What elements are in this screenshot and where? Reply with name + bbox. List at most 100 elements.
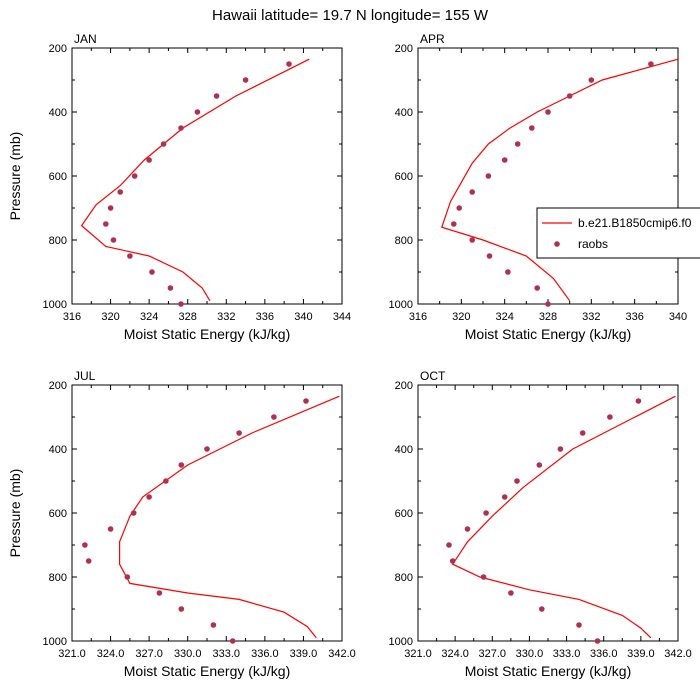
plot-frame [71,47,343,305]
model-line [119,395,340,639]
raobs-point [229,638,236,644]
x-tick-label: 324 [495,311,513,323]
y-tick-label: 800 [395,572,413,584]
panel-jul: JUL 321.0 324.0 327.0 330.0 333.0 336.0 339.0 34… [7,369,356,679]
x-tick-label: 342.0 [328,648,356,660]
y-tick-label: 600 [49,171,67,183]
x-tick-label: 336.0 [251,648,279,660]
raobs-point [566,93,573,99]
y-tick-label: 600 [395,508,413,520]
x-tick-label: 324 [140,311,158,323]
raobs-point [557,446,564,452]
raobs-point [117,189,123,195]
legend: b.e21.B1850cmip6.f0 raobs [536,207,700,259]
x-tick-label: 324.0 [97,648,125,660]
raobs-point [178,125,184,131]
raobs-point [163,478,169,484]
y-tick-label: 400 [395,444,413,456]
x-tick-label: 332 [582,311,600,323]
x-tick-label: 316 [63,311,81,323]
figure-title: Hawaii latitude= 19.7 N longitude= 155 W [212,7,489,24]
y-tick-label: 800 [49,235,67,247]
x-tick-label: 340 [294,311,312,323]
raobs-point [545,301,551,307]
raobs-point [594,638,601,644]
raobs-point [539,606,545,612]
x-tick-label: 321.0 [404,648,432,660]
x-tick-label: 327.0 [135,648,163,660]
x-tick-label: 324.0 [441,648,469,660]
x-tick-label: 330.0 [516,648,544,660]
panel-oct: OCT 321.0 324.0 327.0 330.0 333.0 336.0 339.0 34… [389,369,692,679]
y-tick-label: 400 [395,107,413,119]
y-tick-label: 200 [49,380,67,392]
x-tick-label: 327.0 [479,648,507,660]
y-tick-label: 400 [49,444,67,456]
x-axis-label: Moist Static Energy (kJ/kg) [465,663,632,679]
x-tick-label: 328 [179,311,197,323]
legend-dot-swatch [554,241,560,247]
raobs-point [82,542,88,548]
raobs-point [451,221,457,227]
raobs-point [204,446,210,452]
legend-box [536,207,700,259]
y-tick-label: 200 [395,380,413,392]
raobs-point [107,526,114,532]
x-tick-label: 328 [539,311,557,323]
raobs-point [446,542,452,548]
raobs-point [607,414,613,420]
x-axis-label: Moist Static Energy (kJ/kg) [124,663,291,679]
raobs-point [167,285,174,291]
raobs-point [514,478,520,484]
y-tick-label: 400 [49,107,67,119]
x-axis-label: Moist Static Energy (kJ/kg) [124,326,291,342]
raobs-point [178,462,185,468]
raobs-point [480,574,487,580]
plot-frame [71,384,343,642]
raobs-point [514,141,521,147]
raobs-point [501,494,508,500]
raobs-point [194,109,201,115]
raobs-point [146,494,152,500]
y-tick-label: 1000 [43,636,67,648]
model-line [441,58,679,302]
panel-jan: JAN 316 320 324 328 332 336 340 344 200 400 600 800 1… [7,32,351,342]
raobs-point [131,173,138,179]
x-tick-label: 316 [409,311,427,323]
legend-entry-model: b.e21.B1850cmip6.f0 [578,216,692,230]
panel-label: OCT [420,369,446,383]
x-tick-label: 340 [669,311,687,323]
raobs-point [483,510,489,516]
raobs-point [286,61,292,67]
y-tick-label: 1000 [389,636,413,648]
raobs-point [485,173,492,179]
panel-label: JAN [74,32,97,46]
raobs-point [107,205,114,211]
raobs-point [534,285,540,291]
x-tick-label: 344 [333,311,351,323]
raobs-point [469,189,476,195]
raobs-point [635,398,642,404]
raobs-point [469,237,476,243]
raobs-point [505,269,511,275]
raobs-point [508,590,514,596]
raobs-point [178,301,184,307]
raobs-point [648,61,654,67]
y-tick-label: 800 [395,235,413,247]
x-tick-label: 336 [625,311,643,323]
raobs-point [545,109,551,115]
raobs-point [236,430,242,436]
raobs-point [456,205,463,211]
y-tick-label: 600 [49,508,67,520]
raobs-point [501,157,508,163]
raobs-point [449,558,456,564]
raobs-point [579,430,586,436]
y-axis-label: Pressure (mb) [7,469,23,558]
plot-frame [417,384,679,642]
raobs-point [464,526,471,532]
raobs-point [146,157,152,163]
raobs-point [130,510,137,516]
raobs-point [85,558,92,564]
panel-apr: APR 316 320 324 328 332 336 340 200 400 600 800 1000… [389,32,688,342]
raobs-point [149,269,155,275]
